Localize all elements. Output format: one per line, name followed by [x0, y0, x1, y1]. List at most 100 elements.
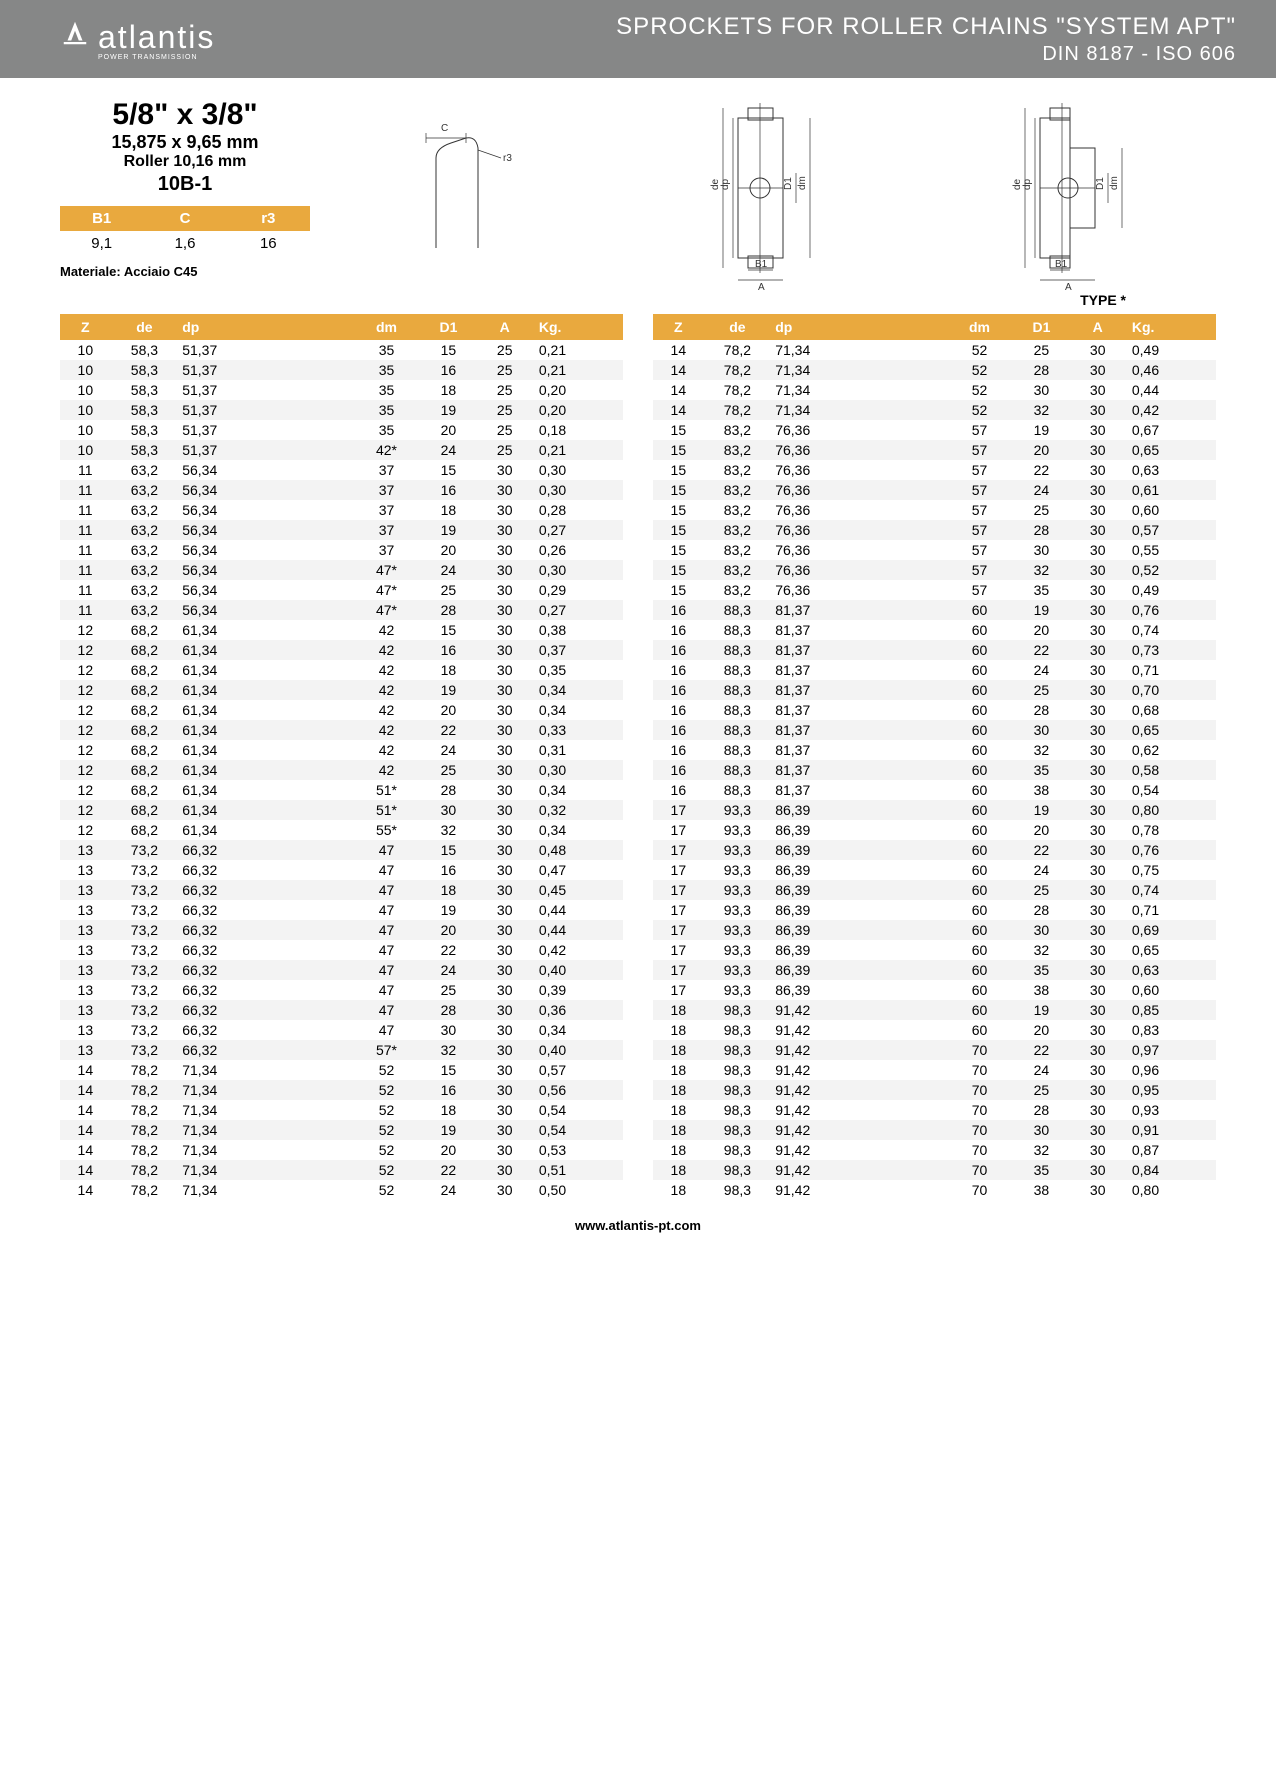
- footer-url: www.atlantis-pt.com: [60, 1218, 1216, 1233]
- table-row: 1583,276,365730300,55: [653, 540, 1216, 560]
- spec-block: 5/8" x 3/8" 15,875 x 9,65 mm Roller 10,1…: [60, 98, 310, 288]
- table-row: 1268,261,3451*30300,32: [60, 800, 623, 820]
- table-row: 1898,391,427038300,80: [653, 1180, 1216, 1200]
- table-row: 1373,266,324725300,39: [60, 980, 623, 1000]
- svg-text:A: A: [758, 282, 765, 293]
- table-row: 1058,351,373515250,21: [60, 340, 623, 360]
- table-row: 1898,391,427022300,97: [653, 1040, 1216, 1060]
- top-row: 5/8" x 3/8" 15,875 x 9,65 mm Roller 10,1…: [60, 98, 1216, 288]
- table-row: 1373,266,324722300,42: [60, 940, 623, 960]
- table-row: 1898,391,427024300,96: [653, 1060, 1216, 1080]
- table-row: 1373,266,324730300,34: [60, 1020, 623, 1040]
- svg-text:D1: D1: [1095, 177, 1106, 190]
- table-row: 1268,261,3455*32300,34: [60, 820, 623, 840]
- table-row: 1793,386,396025300,74: [653, 880, 1216, 900]
- table-row: 1793,386,396019300,80: [653, 800, 1216, 820]
- table-row: 1688,381,376022300,73: [653, 640, 1216, 660]
- table-row: 1688,381,376032300,62: [653, 740, 1216, 760]
- table-row: 1793,386,396032300,65: [653, 940, 1216, 960]
- table-row: 1163,256,343720300,26: [60, 540, 623, 560]
- tooth-profile-diagram: C r3: [340, 98, 612, 288]
- table-row: 1478,271,345220300,53: [60, 1140, 623, 1160]
- table-row: 1583,276,365735300,49: [653, 580, 1216, 600]
- table-row: 1583,276,365728300,57: [653, 520, 1216, 540]
- table-row: 1793,386,396022300,76: [653, 840, 1216, 860]
- logo-icon: [60, 18, 90, 48]
- svg-text:A: A: [1065, 282, 1072, 293]
- table-row: 1373,266,324715300,48: [60, 840, 623, 860]
- table-row: 1478,271,345216300,56: [60, 1080, 623, 1100]
- table-row: 1793,386,396020300,78: [653, 820, 1216, 840]
- table-row: 1373,266,324718300,45: [60, 880, 623, 900]
- table-row: 1478,271,345228300,46: [653, 360, 1216, 380]
- logo-text: atlantis: [98, 19, 215, 56]
- right-table-body: 1478,271,345225300,491478,271,345228300,…: [653, 340, 1216, 1200]
- spec-roller: Roller 10,16 mm: [60, 153, 310, 171]
- table-row: 1688,381,376038300,54: [653, 780, 1216, 800]
- table-row: 1793,386,396024300,75: [653, 860, 1216, 880]
- svg-text:dp: dp: [1022, 178, 1033, 190]
- bcr-val-r3: 16: [227, 231, 310, 256]
- tables-row: Z de dp dm D1 A Kg. 1058,351,373515250,2…: [60, 314, 1216, 1200]
- table-row: 1268,261,344219300,34: [60, 680, 623, 700]
- table-row: 1688,381,376025300,70: [653, 680, 1216, 700]
- table-row: 1373,266,324720300,44: [60, 920, 623, 940]
- table-row: 1688,381,376024300,71: [653, 660, 1216, 680]
- bcr-head-r3: r3: [227, 206, 310, 231]
- table-row: 1058,351,373520250,18: [60, 420, 623, 440]
- svg-text:D1: D1: [783, 177, 794, 190]
- table-row: 1583,276,365719300,67: [653, 420, 1216, 440]
- table-row: 1163,256,343715300,30: [60, 460, 623, 480]
- bcr-val-b1: 9,1: [60, 231, 143, 256]
- table-row: 1898,391,427030300,91: [653, 1120, 1216, 1140]
- table-row: 1478,271,345219300,54: [60, 1120, 623, 1140]
- table-row: 1688,381,376020300,74: [653, 620, 1216, 640]
- table-row: 1163,256,3447*28300,27: [60, 600, 623, 620]
- table-row: 1058,351,373519250,20: [60, 400, 623, 420]
- table-row: 1373,266,324719300,44: [60, 900, 623, 920]
- table-row: 1268,261,344225300,30: [60, 760, 623, 780]
- logo: atlantis POWER TRANSMISSION: [60, 18, 215, 61]
- svg-text:r3: r3: [503, 153, 512, 164]
- table-row: 1268,261,344218300,35: [60, 660, 623, 680]
- table-row: 1793,386,396038300,60: [653, 980, 1216, 1000]
- table-row: 1058,351,373518250,20: [60, 380, 623, 400]
- table-row: 1268,261,3451*28300,34: [60, 780, 623, 800]
- table-row: 1583,276,365725300,60: [653, 500, 1216, 520]
- table-row: 1583,276,365720300,65: [653, 440, 1216, 460]
- side-view-diagram-1: de dp D1 dm B1 A: [642, 98, 914, 288]
- bcr-table: B1 C r3 9,1 1,6 16: [60, 206, 310, 256]
- table-row: 1373,266,324728300,36: [60, 1000, 623, 1020]
- table-row: 1898,391,426020300,83: [653, 1020, 1216, 1040]
- spec-code: 10B-1: [60, 173, 310, 196]
- bcr-val-c: 1,6: [143, 231, 226, 256]
- svg-text:dm: dm: [1109, 176, 1120, 190]
- table-row: 1163,256,3447*24300,30: [60, 560, 623, 580]
- table-header: Z de dp dm D1 A Kg.: [60, 314, 623, 340]
- table-row: 1478,271,345225300,49: [653, 340, 1216, 360]
- table-row: 1583,276,365724300,61: [653, 480, 1216, 500]
- table-row: 1478,271,345222300,51: [60, 1160, 623, 1180]
- svg-text:C: C: [441, 123, 448, 134]
- table-row: 1898,391,427035300,84: [653, 1160, 1216, 1180]
- table-row: 1163,256,3447*25300,29: [60, 580, 623, 600]
- table-row: 1688,381,376030300,65: [653, 720, 1216, 740]
- left-table-body: 1058,351,373515250,211058,351,373516250,…: [60, 340, 623, 1200]
- table-header: Z de dp dm D1 A Kg.: [653, 314, 1216, 340]
- table-row: 1268,261,344216300,37: [60, 640, 623, 660]
- right-table: Z de dp dm D1 A Kg. 1478,271,345225300,4…: [653, 314, 1216, 1200]
- table-row: 1058,351,3742*24250,21: [60, 440, 623, 460]
- material-label: Materiale: Acciaio C45: [60, 264, 310, 279]
- spec-mm: 15,875 x 9,65 mm: [60, 132, 310, 153]
- table-row: 1898,391,427028300,93: [653, 1100, 1216, 1120]
- table-row: 1478,271,345230300,44: [653, 380, 1216, 400]
- table-row: 1898,391,427032300,87: [653, 1140, 1216, 1160]
- type-label: TYPE *: [60, 292, 1216, 308]
- table-row: 1163,256,343719300,27: [60, 520, 623, 540]
- side-view-diagram-2: de dp D1 dm B1 A: [944, 98, 1216, 288]
- table-row: 1793,386,396030300,69: [653, 920, 1216, 940]
- header-right: SPROCKETS FOR ROLLER CHAINS "SYSTEM APT"…: [616, 13, 1236, 66]
- table-row: 1373,266,3257*32300,40: [60, 1040, 623, 1060]
- table-row: 1373,266,324716300,47: [60, 860, 623, 880]
- table-row: 1478,271,345232300,42: [653, 400, 1216, 420]
